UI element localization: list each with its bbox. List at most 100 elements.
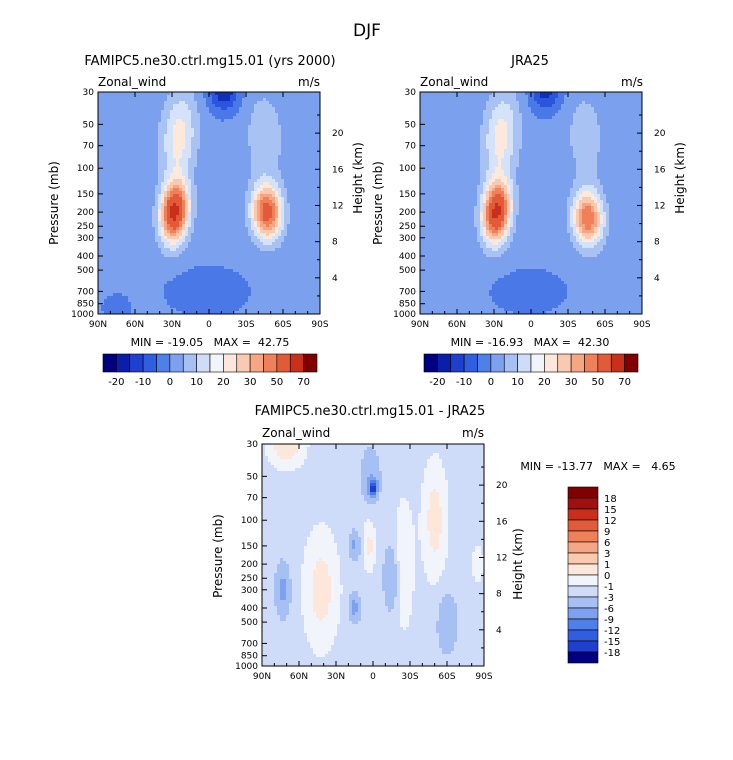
contour-cell: [143, 116, 147, 120]
contour-cell: [284, 122, 288, 126]
contour-cell: [275, 251, 279, 255]
contour-cell: [227, 239, 231, 243]
contour-cell: [266, 215, 270, 219]
contour-cell: [212, 149, 216, 153]
contour-cell: [143, 263, 147, 267]
contour-cell: [287, 107, 291, 111]
contour-cell: [107, 275, 111, 279]
contour-cell: [242, 176, 246, 180]
contour-cell: [116, 233, 120, 237]
contour-cell: [212, 200, 216, 204]
contour-cell: [176, 134, 180, 138]
contour-cell: [218, 98, 222, 102]
contour-cell: [179, 146, 183, 150]
contour-cell: [284, 95, 288, 99]
contour-cell: [107, 125, 111, 129]
contour-cell: [257, 305, 261, 309]
contour-cell: [182, 173, 186, 177]
contour-cell: [110, 290, 114, 294]
contour-cell: [104, 161, 108, 165]
contour-cell: [161, 161, 165, 165]
contour-cell: [218, 272, 222, 276]
contour-cell: [209, 155, 213, 159]
contour-cell: [161, 227, 165, 231]
contour-cell: [164, 182, 168, 186]
contour-cell: [167, 167, 171, 171]
contour-cell: [245, 284, 249, 288]
contour-cell: [104, 293, 108, 297]
contour-cell: [281, 188, 285, 192]
contour-cell: [125, 251, 129, 255]
contour-cell: [269, 119, 273, 123]
contour-cell: [203, 152, 207, 156]
contour-cell: [116, 278, 120, 282]
contour-cell: [263, 296, 267, 300]
contour-cell: [218, 254, 222, 258]
contour-cell: [287, 188, 291, 192]
contour-cell: [104, 260, 108, 264]
contour-cell: [167, 182, 171, 186]
contour-cell: [260, 230, 264, 234]
contour-cell: [266, 269, 270, 273]
contour-cell: [254, 230, 258, 234]
contour-cell: [224, 140, 228, 144]
contour-cell: [287, 104, 291, 108]
contour-cell: [170, 200, 174, 204]
contour-cell: [191, 221, 195, 225]
contour-cell: [143, 185, 147, 189]
contour-cell: [245, 290, 249, 294]
contour-cell: [260, 194, 264, 198]
contour-cell: [137, 182, 141, 186]
contour-cell: [101, 92, 105, 96]
contour-cell: [209, 125, 213, 129]
contour-cell: [293, 176, 297, 180]
contour-cell: [275, 296, 279, 300]
contour-cell: [131, 185, 135, 189]
contour-cell: [179, 161, 183, 165]
contour-cell: [242, 299, 246, 303]
contour-cell: [182, 155, 186, 159]
contour-cell: [116, 239, 120, 243]
contour-cell: [257, 248, 261, 252]
contour-cell: [242, 146, 246, 150]
contour-cell: [278, 203, 282, 207]
contour-cell: [134, 95, 138, 99]
contour-cell: [113, 269, 117, 273]
contour-cell: [218, 146, 222, 150]
contour-cell: [251, 191, 255, 195]
contour-cell: [125, 197, 129, 201]
contour-cell: [98, 269, 102, 273]
contour-cell: [134, 227, 138, 231]
contour-cell: [290, 203, 294, 207]
contour-cell: [287, 206, 291, 210]
contour-cell: [110, 152, 114, 156]
contour-cell: [236, 239, 240, 243]
contour-cell: [194, 221, 198, 225]
contour-cell: [239, 284, 243, 288]
contour-cell: [101, 284, 105, 288]
contour-cell: [167, 101, 171, 105]
contour-cell: [248, 98, 252, 102]
contour-cell: [281, 272, 285, 276]
contour-cell: [149, 170, 153, 174]
contour-cell: [158, 164, 162, 168]
contour-cell: [137, 305, 141, 309]
contour-cell: [176, 194, 180, 198]
contour-cell: [278, 194, 282, 198]
contour-cell: [134, 119, 138, 123]
contour-cell: [167, 260, 171, 264]
contour-cell: [254, 131, 258, 135]
contour-cell: [236, 203, 240, 207]
contour-cell: [203, 188, 207, 192]
contour-cell: [221, 290, 225, 294]
contour-cell: [173, 191, 177, 195]
contour-cell: [173, 146, 177, 150]
contour-cell: [272, 308, 276, 312]
contour-cell: [290, 254, 294, 258]
contour-cell: [278, 179, 282, 183]
contour-cell: [296, 194, 300, 198]
contour-cell: [170, 119, 174, 123]
contour-cell: [296, 266, 300, 270]
contour-cell: [296, 254, 300, 258]
contour-cell: [122, 164, 126, 168]
